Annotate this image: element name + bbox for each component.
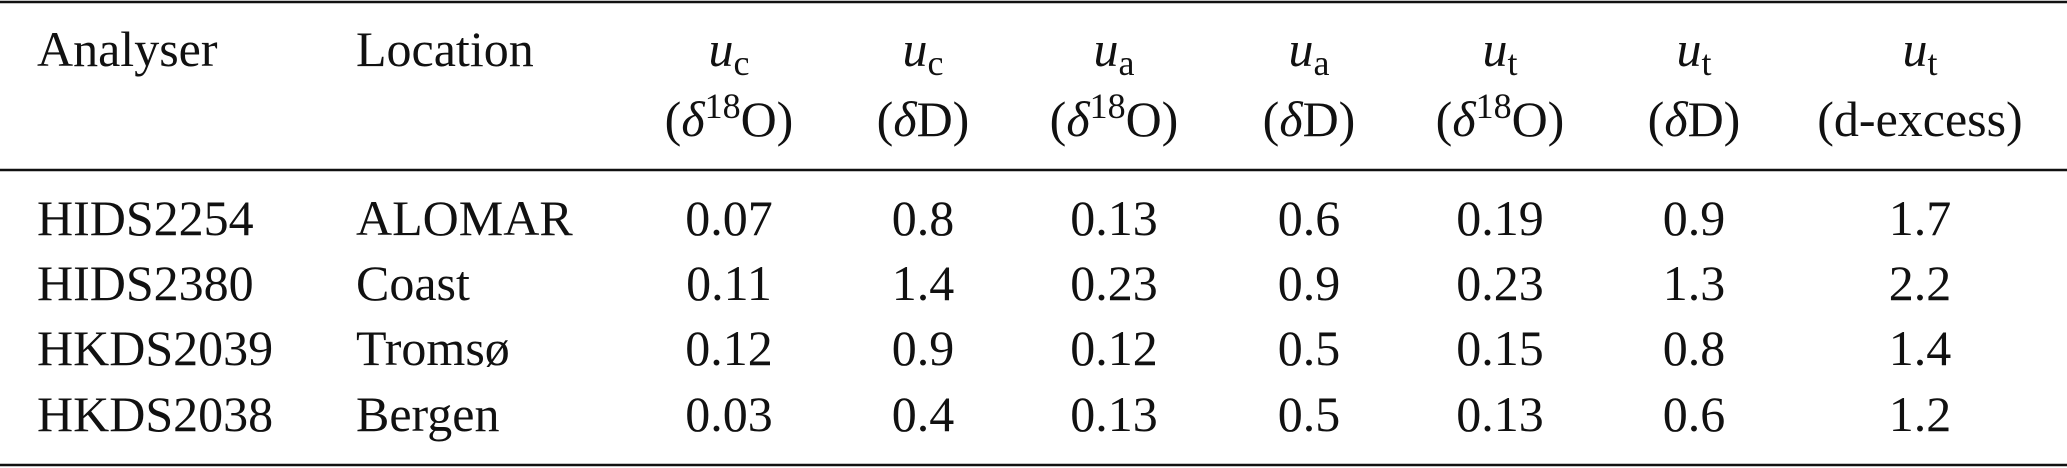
variable: u xyxy=(1482,21,1507,77)
superscript: 18 xyxy=(1090,86,1126,126)
cell: 0.5 xyxy=(1278,386,1341,442)
species: (d-excess) xyxy=(1817,91,2022,147)
header-quantity: (d-excess) xyxy=(1817,91,2022,147)
paren: ( xyxy=(1263,91,1280,147)
header-quantity: (δ18O) xyxy=(1436,86,1565,147)
cell: 0.13 xyxy=(1070,386,1158,442)
paren: ( xyxy=(1050,91,1067,147)
cell: 0.15 xyxy=(1456,320,1544,376)
cell: 0.11 xyxy=(686,255,772,311)
cell: HKDS2038 xyxy=(37,386,273,442)
subscript: t xyxy=(1701,43,1711,83)
cell: Tromsø xyxy=(356,320,510,376)
cell: 0.8 xyxy=(892,190,955,246)
variable: u xyxy=(1902,21,1927,77)
cell: ALOMAR xyxy=(356,190,573,246)
cell: 0.5 xyxy=(1278,320,1341,376)
subscript: a xyxy=(1119,43,1135,83)
header-label: Location xyxy=(356,21,534,77)
cell: 0.9 xyxy=(1278,255,1341,311)
cell: Bergen xyxy=(356,386,499,442)
superscript: 18 xyxy=(1476,86,1512,126)
cell: 0.4 xyxy=(892,386,955,442)
subscript: c xyxy=(928,43,944,83)
species: O) xyxy=(1512,91,1565,147)
variable: u xyxy=(1676,21,1701,77)
paren: ( xyxy=(1648,91,1665,147)
cell: 0.12 xyxy=(1070,320,1158,376)
variable: u xyxy=(903,21,928,77)
variable: u xyxy=(1094,21,1119,77)
header-label: Analyser xyxy=(37,21,218,77)
cell: HIDS2380 xyxy=(37,255,254,311)
cell: 0.03 xyxy=(685,386,773,442)
cell: 0.8 xyxy=(1663,320,1726,376)
cell: 0.07 xyxy=(685,190,773,246)
cell: 1.4 xyxy=(892,255,955,311)
delta: δ xyxy=(1066,91,1090,147)
paren: ( xyxy=(877,91,894,147)
header-quantity: (δ18O) xyxy=(1050,86,1179,147)
cell: 0.9 xyxy=(1663,190,1726,246)
species: D) xyxy=(1688,91,1741,147)
delta: δ xyxy=(681,91,705,147)
cell: 0.19 xyxy=(1456,190,1544,246)
delta: δ xyxy=(1664,91,1688,147)
cell: 1.2 xyxy=(1889,386,1952,442)
cell: 0.23 xyxy=(1070,255,1158,311)
cell: Coast xyxy=(356,255,470,311)
cell: 0.9 xyxy=(892,320,955,376)
header-symbol: ua xyxy=(1094,21,1135,83)
paren: ( xyxy=(1436,91,1453,147)
header-quantity: (δD) xyxy=(1648,91,1741,147)
header-symbol: ut xyxy=(1482,21,1517,83)
delta: δ xyxy=(1452,91,1476,147)
subscript: c xyxy=(734,43,750,83)
cell: 0.6 xyxy=(1278,190,1341,246)
cell: 1.4 xyxy=(1889,320,1952,376)
subscript: t xyxy=(1927,43,1937,83)
cell: HKDS2039 xyxy=(37,320,273,376)
species: O) xyxy=(1126,91,1179,147)
cell: 1.7 xyxy=(1889,190,1952,246)
delta: δ xyxy=(1279,91,1303,147)
paren: ( xyxy=(665,91,682,147)
delta: δ xyxy=(893,91,917,147)
header-symbol: uc xyxy=(903,21,944,83)
subscript: a xyxy=(1314,43,1330,83)
cell: 0.13 xyxy=(1070,190,1158,246)
subscript: t xyxy=(1507,43,1517,83)
superscript: 18 xyxy=(705,86,741,126)
cell: HIDS2254 xyxy=(37,190,254,246)
species: O) xyxy=(741,91,794,147)
header-symbol: ut xyxy=(1902,21,1937,83)
cell: 0.6 xyxy=(1663,386,1726,442)
cell: 0.23 xyxy=(1456,255,1544,311)
cell: 0.12 xyxy=(685,320,773,376)
variable: u xyxy=(1289,21,1314,77)
cell: 1.3 xyxy=(1663,255,1726,311)
header-symbol: ua xyxy=(1289,21,1330,83)
species: D) xyxy=(1303,91,1356,147)
header-symbol: uc xyxy=(709,21,750,83)
variable: u xyxy=(709,21,734,77)
header-symbol: ut xyxy=(1676,21,1711,83)
header-quantity: (δ18O) xyxy=(665,86,794,147)
species: D) xyxy=(917,91,970,147)
header-quantity: (δD) xyxy=(1263,91,1356,147)
cell: 2.2 xyxy=(1889,255,1952,311)
header-quantity: (δD) xyxy=(877,91,970,147)
cell: 0.13 xyxy=(1456,386,1544,442)
